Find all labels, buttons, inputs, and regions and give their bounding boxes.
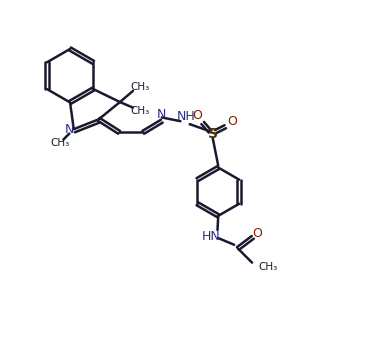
Text: N: N [64, 123, 74, 136]
Text: NH: NH [177, 110, 195, 123]
Text: CH₃: CH₃ [50, 138, 69, 148]
Text: N: N [157, 108, 166, 121]
Text: CH₃: CH₃ [131, 106, 150, 116]
Text: O: O [227, 115, 237, 128]
Text: S: S [208, 127, 218, 141]
Text: HN: HN [202, 230, 220, 243]
Text: CH₃: CH₃ [259, 262, 278, 272]
Text: CH₃: CH₃ [131, 82, 150, 92]
Text: O: O [192, 109, 202, 122]
Text: O: O [252, 227, 262, 240]
